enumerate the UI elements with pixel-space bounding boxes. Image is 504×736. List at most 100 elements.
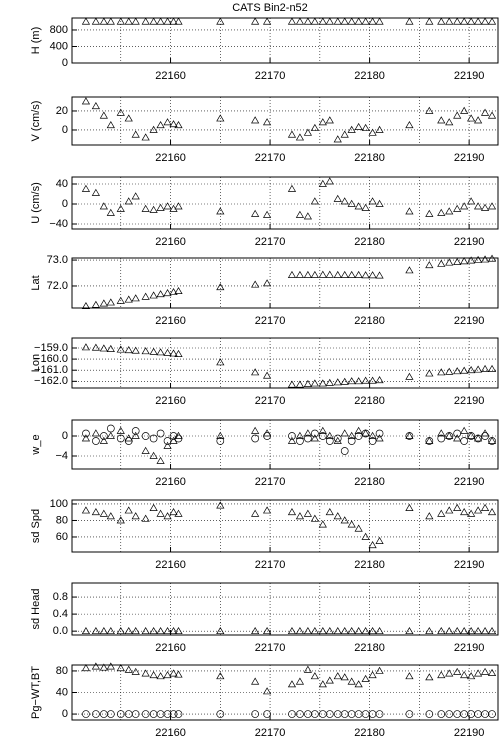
- point: [141, 626, 150, 635]
- point: [124, 114, 133, 122]
- point: [251, 434, 259, 443]
- point: [174, 509, 183, 517]
- point: [347, 270, 356, 278]
- point: [163, 626, 172, 635]
- point: [361, 429, 370, 437]
- point: [169, 120, 178, 128]
- point: [488, 437, 496, 445]
- point: [91, 429, 100, 437]
- point: [106, 344, 115, 352]
- point: [487, 436, 497, 444]
- point: [425, 261, 434, 269]
- y-tick-label: 0.0: [53, 625, 68, 637]
- point: [82, 710, 90, 718]
- point: [453, 204, 462, 212]
- point: [487, 364, 497, 372]
- point: [216, 358, 225, 366]
- point: [163, 17, 172, 25]
- point: [303, 17, 313, 25]
- point: [368, 541, 377, 549]
- point: [169, 288, 178, 296]
- point: [156, 348, 165, 356]
- point: [425, 673, 434, 681]
- point: [405, 626, 414, 635]
- point: [487, 111, 497, 119]
- point: [310, 379, 319, 387]
- point: [480, 255, 490, 263]
- plot-frame: [71, 337, 499, 389]
- point: [375, 626, 384, 635]
- point: [318, 626, 327, 635]
- point: [163, 348, 172, 356]
- point: [340, 17, 349, 25]
- point: [141, 432, 150, 440]
- point: [437, 671, 446, 679]
- point: [318, 270, 327, 278]
- y-tick-label: 72.0: [47, 280, 68, 292]
- point: [368, 271, 377, 279]
- point: [303, 270, 313, 278]
- point: [163, 118, 172, 126]
- point: [99, 626, 108, 635]
- point: [141, 133, 150, 141]
- point: [251, 677, 260, 685]
- point: [116, 108, 125, 116]
- y-axis-label: H (m): [30, 27, 42, 55]
- point: [156, 121, 165, 129]
- y-tick-label: 0: [62, 708, 68, 720]
- point: [467, 197, 476, 205]
- point: [303, 665, 313, 673]
- point: [375, 536, 384, 544]
- point: [124, 197, 133, 205]
- y-tick-label: 0: [62, 57, 68, 69]
- x-tick-label: 22180: [354, 476, 385, 488]
- point: [163, 289, 172, 297]
- point: [116, 17, 125, 25]
- point: [310, 123, 319, 131]
- point: [100, 432, 108, 440]
- point: [295, 512, 305, 520]
- y-tick-label: 20: [56, 105, 68, 117]
- point: [473, 669, 483, 677]
- point: [99, 299, 108, 307]
- point: [124, 665, 133, 673]
- point: [354, 202, 363, 210]
- point: [354, 377, 363, 385]
- point: [91, 188, 100, 196]
- point: [149, 125, 158, 133]
- point: [437, 429, 446, 437]
- point: [91, 17, 100, 25]
- y-axis-label: Lon: [30, 354, 42, 372]
- x-tick-label: 22180: [354, 152, 385, 164]
- point: [116, 434, 125, 443]
- point: [131, 710, 140, 718]
- x-tick-label: 22190: [454, 642, 485, 654]
- point: [262, 429, 272, 437]
- point: [368, 197, 377, 205]
- point: [174, 121, 183, 129]
- point: [287, 380, 297, 388]
- y-tick-label: 40: [56, 178, 68, 190]
- point: [325, 626, 334, 635]
- point: [487, 17, 497, 25]
- point: [169, 710, 178, 718]
- point: [487, 202, 497, 210]
- point: [310, 626, 319, 635]
- point: [251, 280, 260, 288]
- point: [437, 208, 446, 216]
- point: [131, 192, 140, 200]
- plot-frame: [71, 499, 499, 553]
- point: [445, 431, 454, 439]
- point: [460, 508, 469, 516]
- point: [375, 376, 384, 384]
- point: [124, 506, 133, 514]
- point: [141, 669, 150, 677]
- y-tick-label: 0.4: [53, 608, 68, 620]
- x-tick-label: 22180: [354, 642, 385, 654]
- point: [156, 290, 165, 298]
- point: [141, 710, 150, 718]
- point: [460, 202, 469, 210]
- x-tick-label: 22160: [155, 70, 186, 82]
- point: [425, 17, 434, 25]
